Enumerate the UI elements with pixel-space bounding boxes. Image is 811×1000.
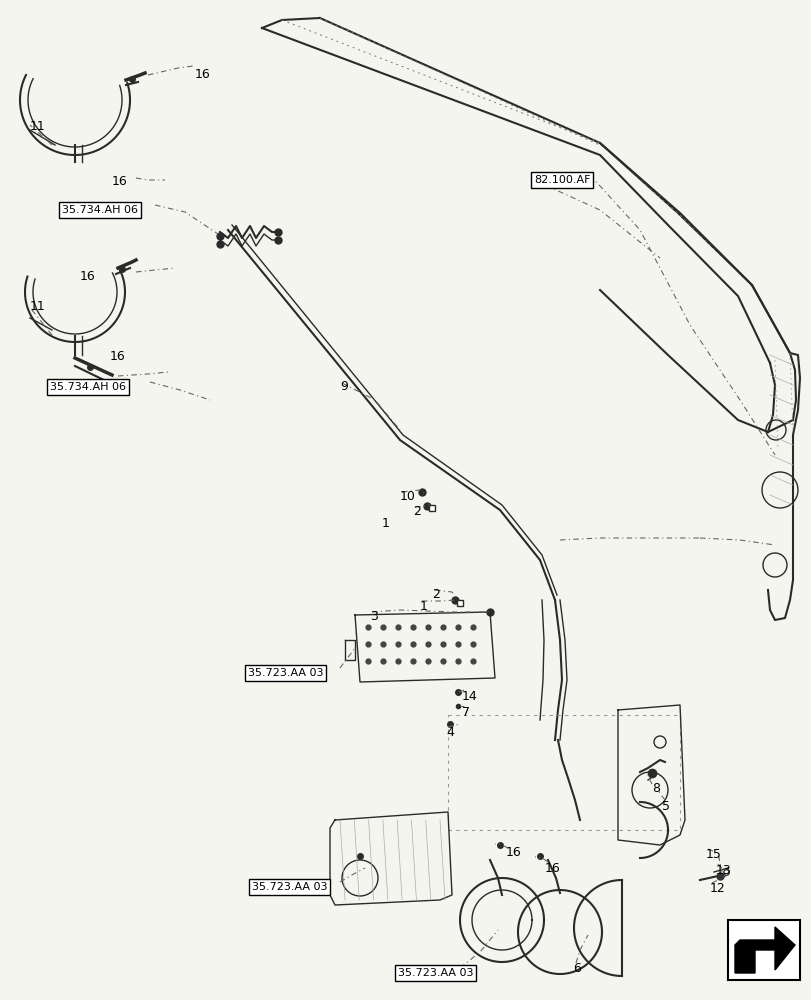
Text: 1: 1 [419,600,427,613]
Text: 5: 5 [661,800,669,813]
Text: 35.723.AA 03: 35.723.AA 03 [251,882,327,892]
Text: 2: 2 [413,505,420,518]
Text: 2: 2 [431,588,440,601]
Text: 4: 4 [445,726,453,739]
Text: 7: 7 [461,706,470,719]
Text: 1: 1 [381,517,389,530]
Text: 35.723.AA 03: 35.723.AA 03 [397,968,473,978]
Text: 12: 12 [709,882,725,895]
Text: 9: 9 [340,380,347,393]
Text: 16: 16 [80,270,96,283]
Text: 16: 16 [544,862,560,875]
Text: 35.734.AH 06: 35.734.AH 06 [50,382,126,392]
Polygon shape [734,927,794,973]
Text: 13: 13 [715,864,731,877]
Text: 11: 11 [30,120,45,133]
Text: 8: 8 [651,782,659,795]
Text: 14: 14 [461,690,477,703]
Text: 82.100.AF: 82.100.AF [534,175,590,185]
Text: 3: 3 [370,610,377,623]
Text: 16: 16 [195,68,211,81]
Text: 6: 6 [573,962,580,975]
Text: 16: 16 [505,846,521,859]
Text: 10: 10 [400,490,415,503]
Text: 16: 16 [109,350,126,363]
Text: 15: 15 [705,848,721,861]
Text: 11: 11 [30,300,45,313]
Text: 35.723.AA 03: 35.723.AA 03 [247,668,323,678]
Bar [727,920,799,980]
Text: 35.734.AH 06: 35.734.AH 06 [62,205,138,215]
Text: 16: 16 [112,175,127,188]
